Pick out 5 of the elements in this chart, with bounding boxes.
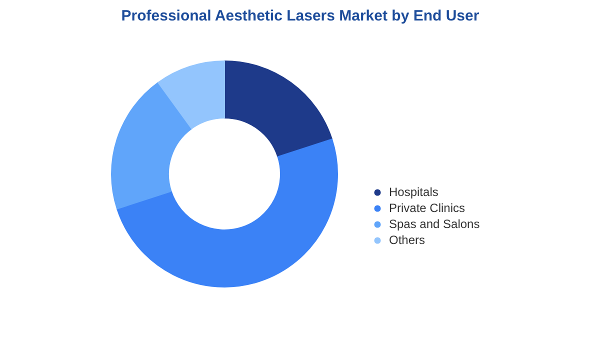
chart-title: Professional Aesthetic Lasers Market by End User bbox=[121, 8, 480, 24]
legend-label: Others bbox=[389, 233, 426, 247]
legend-label: Spas and Salons bbox=[389, 217, 480, 231]
legend-label: Hospitals bbox=[389, 185, 438, 199]
legend-label: Private Clinics bbox=[389, 201, 466, 215]
